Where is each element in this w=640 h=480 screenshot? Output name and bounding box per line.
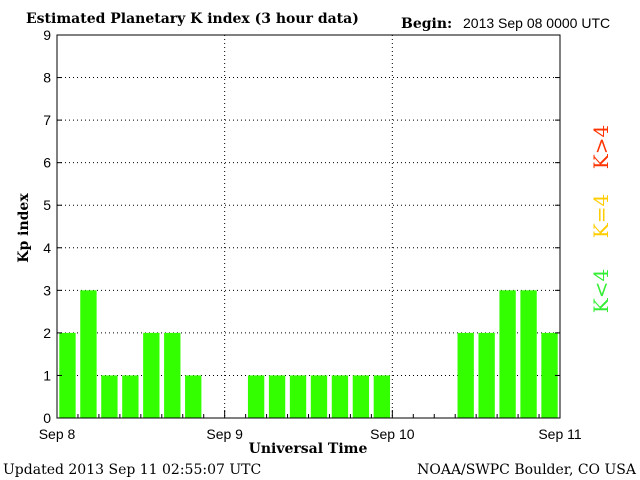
y-tick-label: 3 [43,282,51,298]
kp-bar [478,332,495,418]
kp-bar [373,375,391,418]
y-tick-label: 5 [43,197,51,213]
kp-bar [520,290,537,418]
kp-bar [185,375,202,418]
x-tick-label: Sep 11 [538,426,582,442]
kp-bar [541,332,558,418]
kp-bar [352,375,370,418]
legend-k-less-4: K<4 [589,269,613,313]
kp-bar [457,332,474,418]
kp-bar [289,375,307,418]
y-tick-label: 9 [43,27,51,43]
y-tick-label: 8 [43,70,51,86]
kp-bar [247,375,265,418]
y-tick-label: 7 [43,112,51,128]
x-tick-label: Sep 9 [206,426,243,442]
legend-k-equal-4: K=4 [589,194,613,238]
source-credit: NOAA/SWPC Boulder, CO USA [417,462,637,478]
kp-bar [164,332,181,418]
x-tick-label: Sep 10 [370,426,415,442]
kp-bar [101,375,118,418]
kp-bar [122,375,139,418]
y-tick-label: 0 [43,410,51,426]
y-ticks: 0 1 2 3 4 5 6 7 8 9 [43,27,560,426]
kp-bar [499,290,516,418]
y-axis-label: Kp index [16,193,32,263]
x-axis-label: Universal Time [249,441,368,457]
x-tick-label: Sep 8 [39,426,76,442]
kp-bar [59,332,76,418]
x-ticks: Sep 8 Sep 9 Sep 10 Sep 11 [39,410,582,442]
kp-bar [331,375,349,418]
legend-k-greater-4: K>4 [589,125,613,169]
begin-value: 2013 Sep 08 0000 UTC [463,15,610,31]
y-tick-label: 6 [43,155,51,171]
updated-timestamp: Updated 2013 Sep 11 02:55:07 UTC [3,462,261,478]
begin-label: Begin: [401,16,452,32]
y-tick-label: 2 [43,325,51,341]
chart-title: Estimated Planetary K index (3 hour data… [26,11,359,27]
bars [59,290,558,418]
kp-bar [80,290,97,418]
y-tick-label: 1 [43,367,51,383]
kp-bar [143,332,160,418]
kp-bar [268,375,286,418]
kp-bar [310,375,328,418]
y-tick-label: 4 [43,240,51,256]
